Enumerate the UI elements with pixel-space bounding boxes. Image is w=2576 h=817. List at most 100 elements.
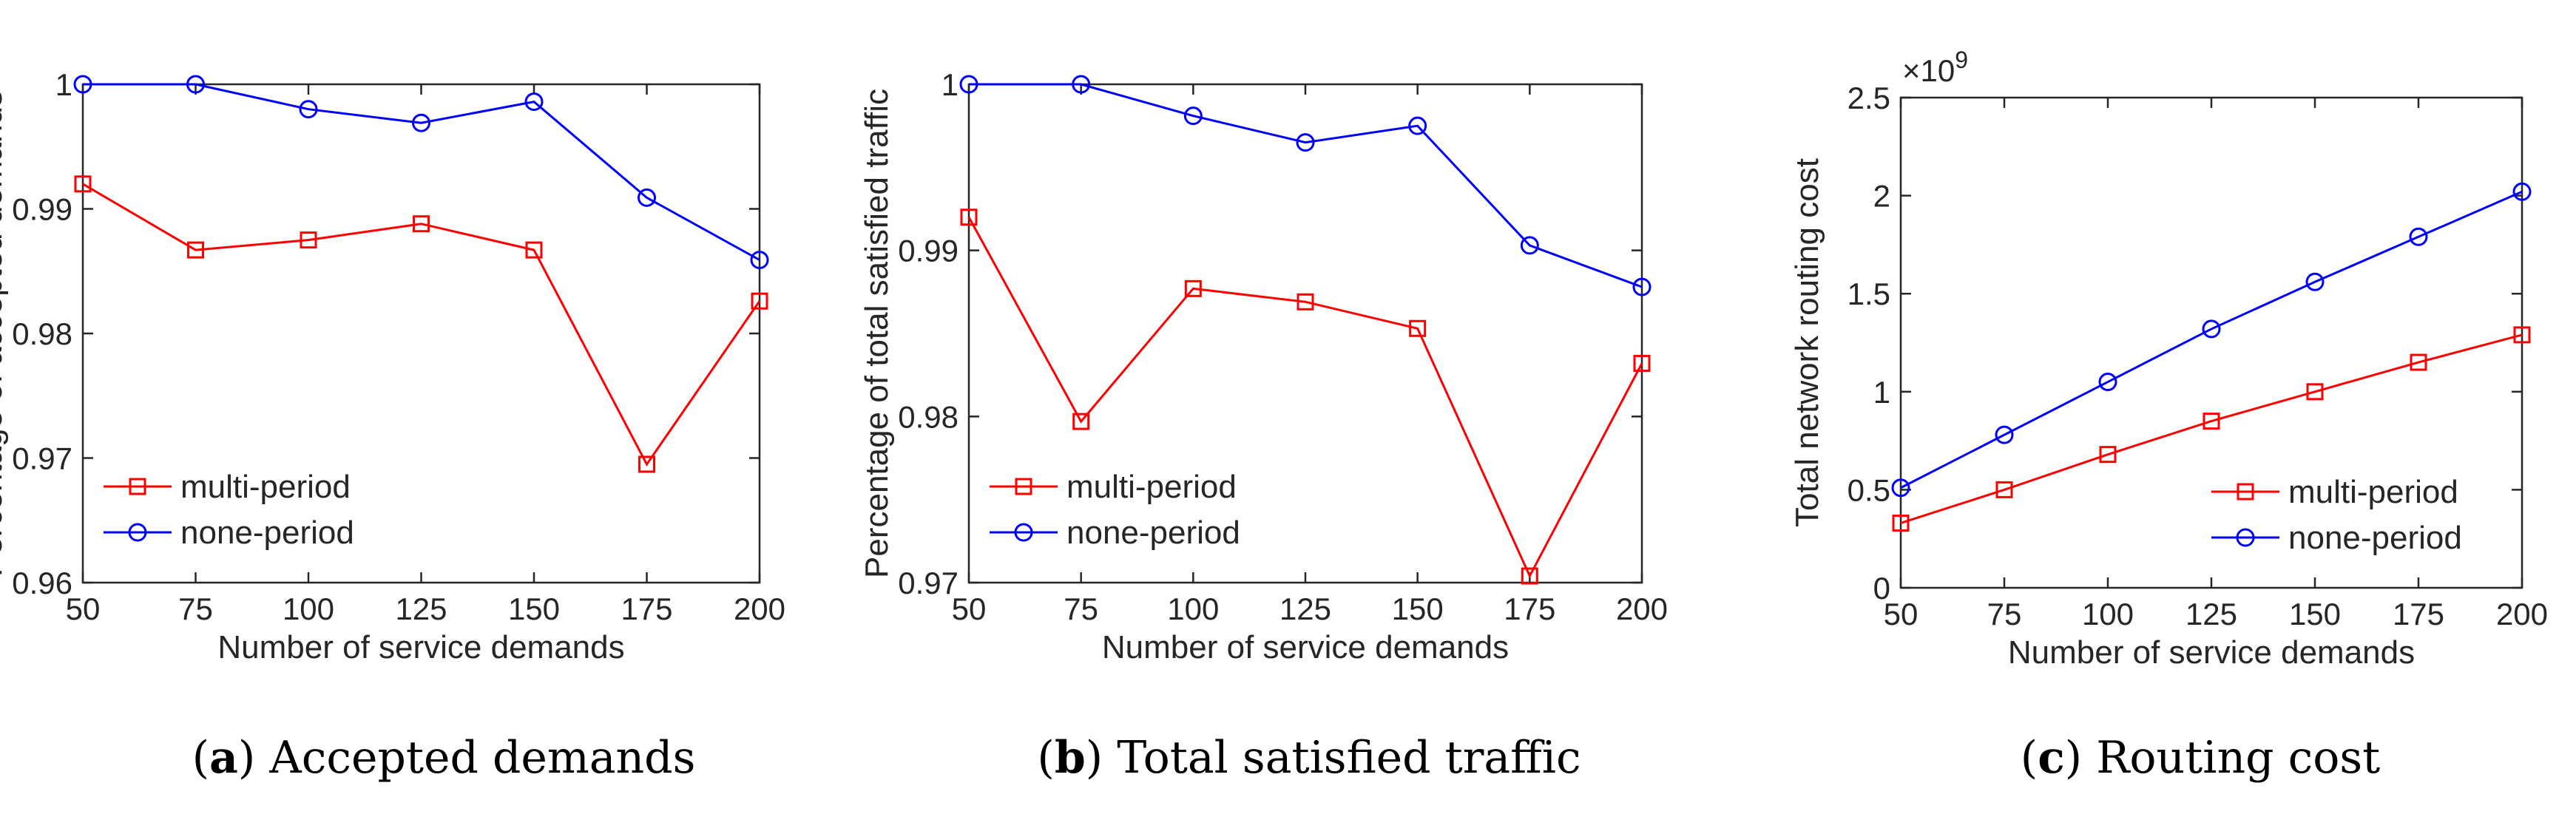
- y-tick-label: 0.96: [12, 566, 72, 600]
- chart-panel: 50 75 100 125 150 175 200 0 0.5 1 1.5 2 2.5 Number of…: [1789, 47, 2548, 784]
- data-point-square: [1995, 481, 2013, 498]
- data-point-circle: [2202, 319, 2221, 339]
- data-point-circle: [959, 75, 978, 94]
- caption-text: Accepted demands: [255, 732, 695, 784]
- caption-paren: (: [2021, 732, 2038, 784]
- legend-marker-square: [129, 478, 146, 495]
- x-tick-label: 150: [2289, 597, 2341, 631]
- x-tick-label: 125: [395, 591, 447, 626]
- legend-label: none-period: [2288, 520, 2462, 556]
- caption-text: Total satisfied traffic: [1103, 732, 1581, 784]
- data-point-square: [1633, 354, 1651, 372]
- data-point-circle: [2512, 182, 2532, 201]
- caption-text: Routing cost: [2082, 732, 2380, 784]
- data-point-square: [638, 455, 655, 473]
- legend-marker-circle: [1014, 523, 1033, 542]
- caption-paren: ): [238, 732, 255, 784]
- x-tick-label: 200: [2496, 597, 2548, 631]
- data-point-square: [2410, 353, 2427, 371]
- caption-letter-bold: c: [2038, 732, 2065, 784]
- subfigure-caption: (a) Accepted demands: [192, 732, 696, 784]
- data-point-square: [1072, 413, 1090, 430]
- data-point-circle: [750, 251, 769, 270]
- series-line-none-period: [1900, 190, 2523, 489]
- data-point-square: [2203, 413, 2220, 430]
- caption-paren: (: [1037, 732, 1054, 784]
- legend-marker-square: [2237, 483, 2254, 501]
- axes-box: [81, 83, 761, 584]
- x-tick-label: 50: [952, 591, 987, 626]
- data-point-circle: [2098, 373, 2117, 392]
- axes-box: [967, 83, 1643, 584]
- data-point-square: [2306, 383, 2324, 401]
- y-tick-label: 2.5: [1848, 81, 1890, 115]
- y-tick-label: 2: [1873, 179, 1890, 214]
- x-tick-label: 125: [1279, 591, 1331, 626]
- data-point-circle: [1072, 75, 1091, 94]
- axis-exponent-base: ×10: [1902, 53, 1955, 88]
- data-point-circle: [1632, 277, 1652, 296]
- axis-exponent-power: 9: [1955, 47, 1968, 73]
- data-point-square: [413, 215, 430, 233]
- data-point-square: [751, 292, 768, 310]
- data-point-circle: [524, 92, 544, 112]
- caption-letter: (c): [2021, 732, 2082, 784]
- y-axis-label: Percentage of accepted demands: [0, 90, 9, 577]
- x-tick-label: 75: [1987, 597, 2022, 631]
- axis-exponent: ×109: [1902, 47, 1968, 88]
- y-tick-label: 0.98: [898, 399, 959, 434]
- data-point-square: [1409, 319, 1427, 337]
- x-tick-label: 100: [1167, 591, 1219, 626]
- x-tick-label: 200: [734, 591, 785, 626]
- x-tick-label: 100: [2082, 597, 2134, 631]
- data-point-circle: [638, 188, 656, 207]
- legend-label: none-period: [180, 515, 354, 551]
- legend-marker-circle: [128, 523, 147, 542]
- data-point-circle: [1183, 106, 1203, 126]
- data-point-circle: [2409, 227, 2428, 246]
- x-tick-label: 175: [621, 591, 672, 626]
- y-tick-label: 0.97: [12, 441, 72, 476]
- data-point-square: [300, 231, 317, 249]
- data-point-square: [1297, 293, 1314, 311]
- x-tick-label: 100: [283, 591, 334, 626]
- x-tick-label: 175: [2393, 597, 2444, 631]
- subfigure-caption: (b) Total satisfied traffic: [1037, 732, 1581, 784]
- y-tick-label: 0.98: [12, 316, 72, 351]
- data-point-square: [1184, 279, 1202, 297]
- y-tick-label: 1: [1873, 375, 1890, 410]
- subfigure-caption: (c) Routing cost: [2021, 732, 2380, 784]
- data-point-square: [2099, 446, 2117, 464]
- data-point-circle: [1520, 236, 1539, 255]
- y-tick-label: 1: [942, 67, 959, 102]
- caption-letter-bold: a: [209, 732, 238, 784]
- x-tick-label: 150: [508, 591, 560, 626]
- caption-paren: ): [2065, 732, 2082, 784]
- chart-panel: 50 75 100 125 150 175 200 0.97 0.98 0.99 1 Number o…: [859, 67, 1668, 784]
- x-tick-label: 175: [1504, 591, 1555, 626]
- x-tick-label: 200: [1616, 591, 1668, 626]
- x-axis-label: Number of service demands: [2008, 634, 2415, 671]
- caption-letter: (a): [192, 732, 256, 784]
- legend-label: multi-period: [1066, 469, 1237, 505]
- series-line-multi-period: [82, 183, 761, 467]
- data-point-circle: [299, 100, 318, 119]
- data-point-square: [525, 241, 543, 259]
- data-point-circle: [412, 113, 430, 132]
- y-tick-label: 0.5: [1848, 472, 1890, 507]
- series-line-multi-period: [1900, 333, 2523, 524]
- x-tick-label: 150: [1392, 591, 1444, 626]
- data-point-square: [187, 241, 204, 259]
- data-point-square: [74, 175, 92, 193]
- x-tick-label: 125: [2185, 597, 2237, 631]
- data-point-circle: [186, 75, 205, 94]
- data-point-circle: [1995, 425, 2014, 444]
- caption-paren: (: [192, 732, 209, 784]
- x-tick-label: 50: [1884, 597, 1919, 631]
- y-tick-label: 0.97: [898, 566, 959, 600]
- legend-label: multi-period: [180, 469, 351, 505]
- y-tick-label: 0.99: [898, 234, 959, 268]
- x-tick-label: 50: [66, 591, 101, 626]
